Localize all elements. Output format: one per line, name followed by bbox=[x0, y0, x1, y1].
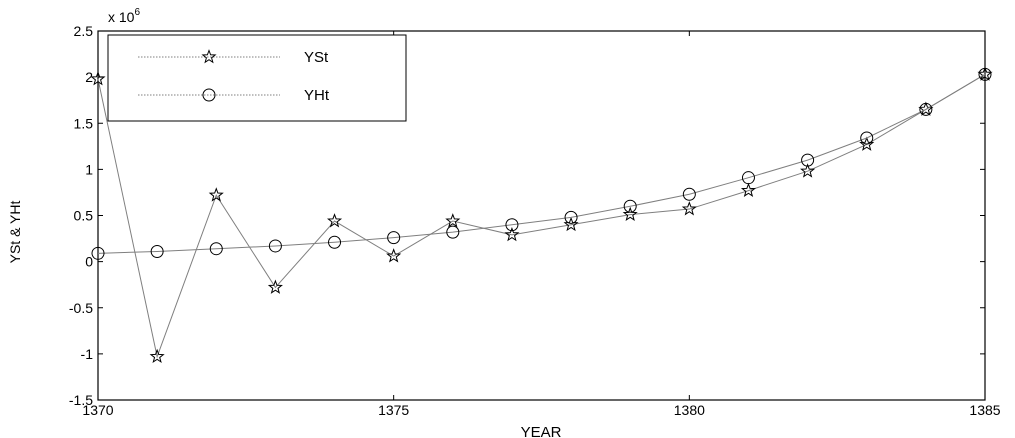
series-yst bbox=[90, 66, 993, 364]
legend-label-yst: YSt bbox=[304, 49, 329, 66]
y-tick-label: -1.5 bbox=[69, 392, 93, 408]
data-point-yst bbox=[90, 71, 106, 86]
data-point-yht bbox=[919, 102, 933, 116]
legend-box bbox=[107, 34, 407, 122]
data-point-yht bbox=[446, 225, 460, 239]
data-point-yht bbox=[741, 171, 755, 185]
data-point-yst bbox=[267, 279, 283, 294]
legend: YSt YHt bbox=[107, 34, 407, 122]
y-axis-label: YSt & YHt bbox=[7, 201, 23, 264]
y-multiplier-exponent: 6 bbox=[134, 7, 140, 18]
legend-label-yht: YHt bbox=[304, 87, 330, 104]
data-point-yht bbox=[801, 153, 815, 167]
data-point-yst bbox=[504, 226, 520, 242]
y-multiplier-label: x 106 bbox=[108, 7, 140, 25]
data-point-yst bbox=[740, 182, 757, 198]
data-point-yht bbox=[209, 242, 223, 256]
data-point-yht bbox=[564, 210, 578, 224]
series-yht bbox=[91, 67, 992, 260]
data-point-yst bbox=[563, 216, 579, 232]
data-point-yht bbox=[91, 246, 105, 260]
data-point-yht bbox=[623, 199, 637, 213]
y-tick-label: 2 bbox=[85, 69, 93, 85]
series-line-yht bbox=[97, 73, 986, 254]
data-point-yst bbox=[977, 66, 993, 81]
y-tick-label: -0.5 bbox=[69, 300, 93, 316]
data-point-yht bbox=[268, 239, 282, 253]
data-point-yht bbox=[682, 187, 696, 201]
y-tick-label: 1 bbox=[85, 161, 93, 177]
data-point-yst bbox=[918, 101, 934, 116]
data-point-yht bbox=[328, 235, 342, 249]
x-tick-label: 1375 bbox=[378, 402, 409, 418]
series-line-yst bbox=[97, 73, 986, 359]
x-axis-label: YEAR bbox=[521, 424, 562, 438]
series-layer bbox=[90, 66, 993, 364]
x-tick-label: 1380 bbox=[674, 402, 705, 418]
data-point-yst bbox=[681, 201, 697, 216]
data-point-yst bbox=[800, 163, 816, 178]
data-point-yht bbox=[150, 244, 164, 258]
data-point-yht bbox=[978, 67, 992, 81]
data-point-yht bbox=[387, 231, 401, 245]
data-point-yst bbox=[622, 206, 638, 221]
plot-area: -1.5 -1 -0.5 0 0.5 1 1.5 2 2.5 1370 1375 1380 1385 bbox=[69, 23, 1001, 418]
data-point-yst bbox=[326, 213, 343, 228]
x-tick-label: 1370 bbox=[82, 402, 113, 418]
data-point-yht bbox=[505, 218, 519, 232]
data-point-yst bbox=[149, 348, 165, 364]
data-point-yst bbox=[445, 213, 461, 228]
data-point-yst bbox=[386, 248, 402, 263]
x-tick-label: 1385 bbox=[969, 402, 1000, 418]
legend-marker-yst bbox=[201, 49, 217, 64]
y-tick-label: 0.5 bbox=[74, 208, 94, 224]
data-point-yht bbox=[860, 131, 874, 145]
y-tick-label: 2.5 bbox=[74, 23, 94, 39]
y-tick-label: -1 bbox=[81, 346, 94, 362]
y-tick-label: 1.5 bbox=[74, 115, 94, 131]
y-tick-label: 0 bbox=[85, 254, 93, 270]
legend-marker-yht bbox=[202, 88, 216, 102]
data-point-yst bbox=[208, 187, 224, 202]
